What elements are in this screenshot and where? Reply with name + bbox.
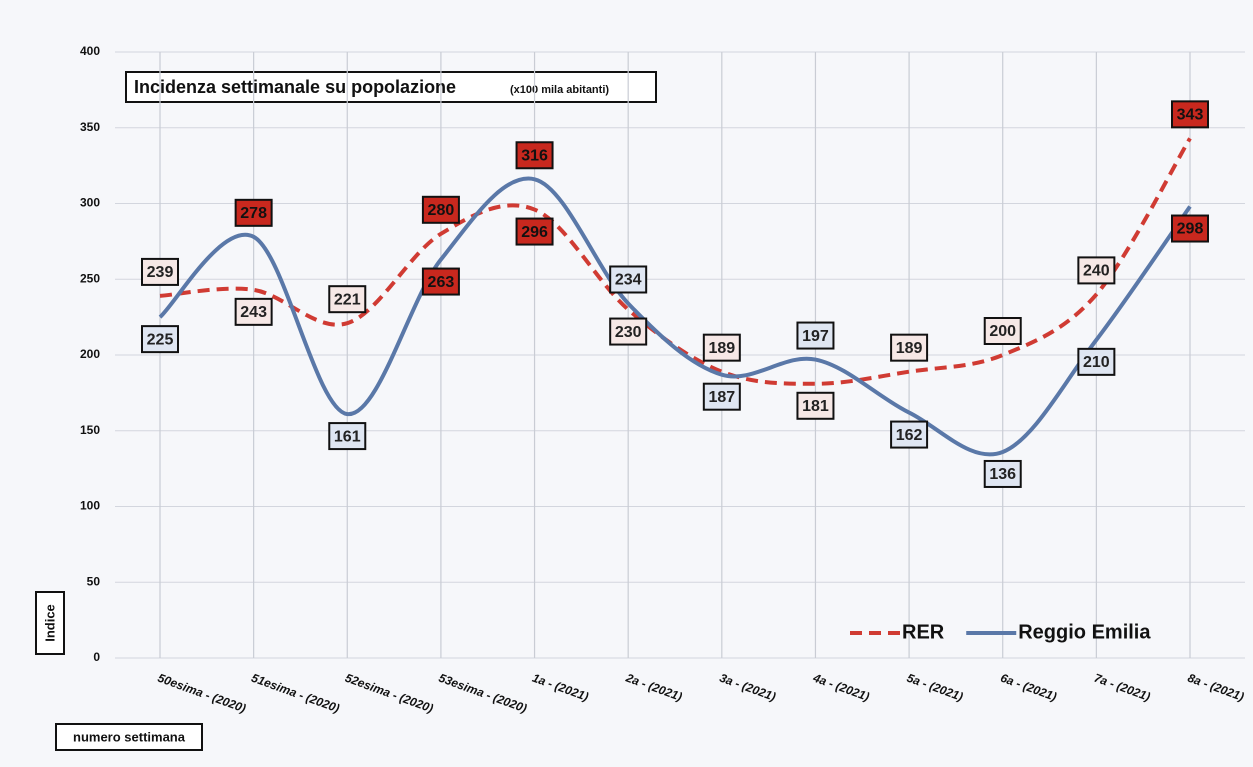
value-label-box: [609, 265, 648, 294]
value-label: 187: [708, 389, 735, 406]
value-label-box: [1077, 256, 1116, 285]
y-tick-label: 250: [80, 271, 100, 285]
value-label: 263: [428, 274, 455, 291]
y-axis-label: Indice: [42, 604, 57, 642]
value-label: 240: [1083, 263, 1110, 280]
value-label: 316: [521, 147, 548, 164]
value-label: 197: [802, 328, 829, 345]
y-tick-label: 150: [80, 423, 100, 437]
value-label: 298: [1177, 221, 1204, 238]
value-label-box: [141, 325, 179, 354]
value-label: 239: [147, 264, 174, 281]
value-label: 210: [1083, 354, 1110, 371]
value-label: 189: [896, 340, 923, 357]
value-label: 162: [896, 427, 923, 444]
value-label-box: [702, 382, 741, 411]
value-label: 161: [334, 428, 361, 445]
y-label-box: [35, 591, 65, 655]
value-label: 230: [615, 324, 642, 341]
x-axis-label: numero settimana: [73, 729, 186, 744]
value-label-box: [609, 317, 648, 346]
title-box: [125, 71, 657, 103]
value-label-box: [515, 141, 554, 170]
value-label: 181: [802, 398, 829, 415]
value-label: 200: [989, 323, 1016, 340]
value-label: 189: [708, 340, 735, 357]
value-label-box: [141, 257, 179, 286]
value-label-box: [796, 391, 835, 420]
series-line: [158, 176, 1192, 457]
value-label-box: [328, 285, 367, 314]
chart-title: Incidenza settimanale su popolazione: [134, 77, 456, 97]
y-tick-label: 300: [80, 196, 100, 210]
value-label-box: [1171, 100, 1209, 129]
value-label-box: [702, 333, 741, 362]
value-label-box: [234, 198, 273, 227]
value-label: 136: [989, 466, 1016, 483]
value-label-box: [515, 217, 554, 246]
value-label-box: [983, 459, 1022, 488]
value-label-box: [890, 333, 929, 362]
y-tick-label: 50: [87, 574, 101, 588]
y-tick-label: 350: [80, 120, 100, 134]
value-label: 296: [521, 224, 548, 241]
value-label-box: [796, 321, 835, 350]
value-label-box: [983, 317, 1022, 345]
value-label: 234: [615, 272, 642, 289]
value-label-box: [1171, 214, 1209, 243]
value-label: 221: [334, 291, 361, 308]
value-label: 280: [428, 202, 455, 219]
y-tick-label: 200: [80, 347, 100, 361]
value-label-box: [421, 267, 460, 296]
legend-label: RER: [902, 621, 945, 643]
value-label: 343: [1177, 107, 1204, 124]
legend-label: Reggio Emilia: [1018, 621, 1151, 643]
chart-subtitle: (x100 mila abitanti): [510, 84, 609, 96]
value-label-box: [234, 297, 273, 326]
value-label-box: [1077, 347, 1116, 376]
value-label: 278: [240, 205, 267, 222]
y-tick-label: 400: [80, 44, 100, 58]
y-tick-label: 100: [80, 499, 100, 513]
value-label: 243: [240, 304, 267, 321]
value-label-box: [328, 422, 367, 451]
y-tick-label: 0: [93, 650, 100, 664]
value-label: 225: [147, 331, 174, 348]
x-label-box: [55, 723, 203, 751]
value-label-box: [890, 420, 929, 449]
value-label-box: [421, 195, 460, 224]
